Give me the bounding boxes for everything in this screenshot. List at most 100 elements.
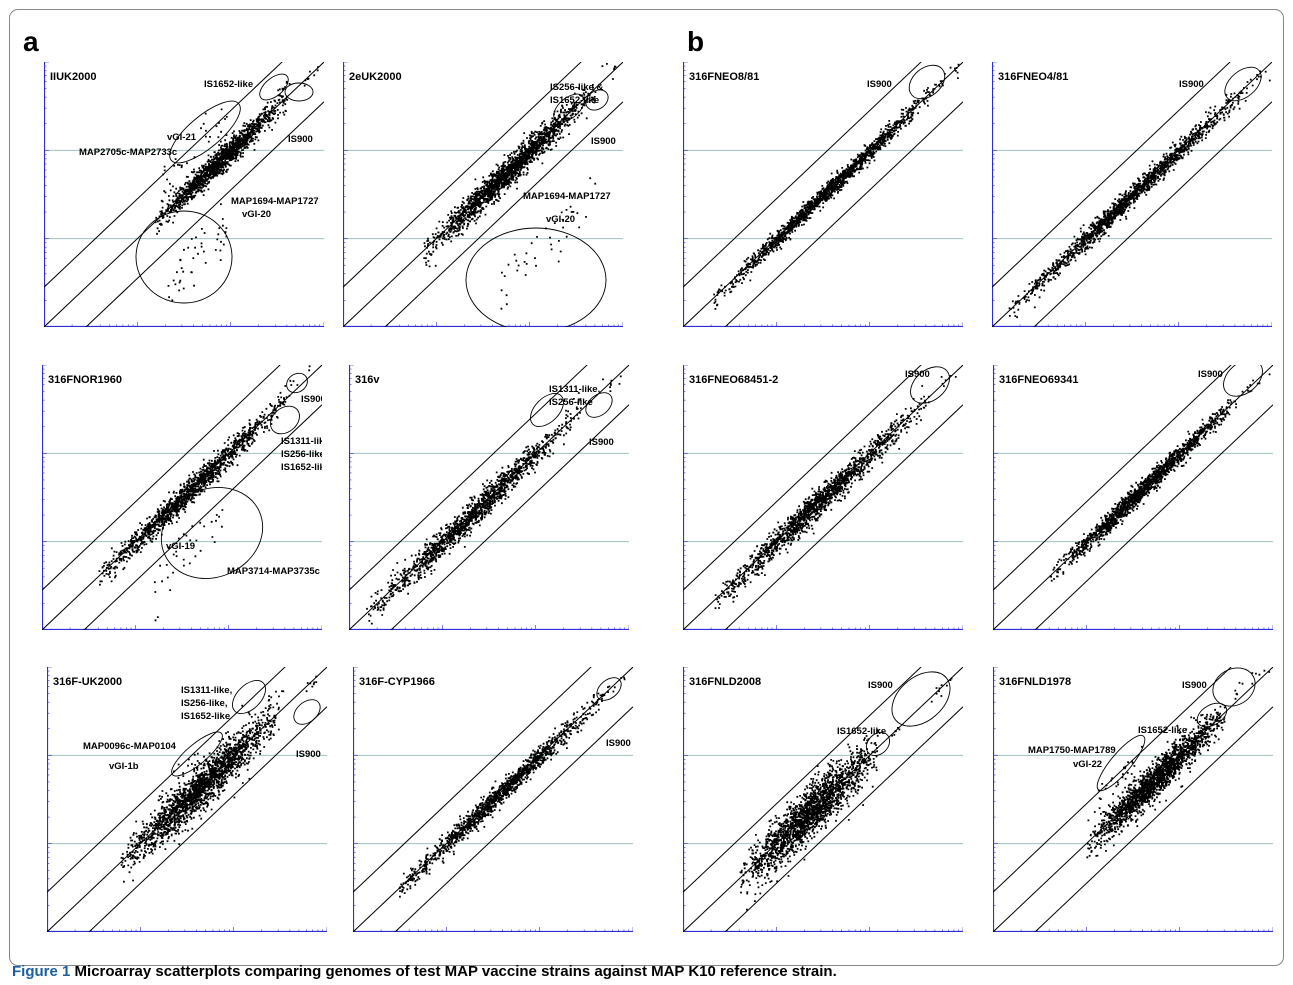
- scatterplot-0: 100100010001e41e4IIUK2000IS1652-likevGI-…: [44, 62, 324, 327]
- annotation-ellipse: [286, 372, 308, 394]
- diagonal-line: [724, 404, 963, 630]
- annotation-label: MAP1694-MAP1727: [523, 191, 611, 202]
- caption-label: Figure 1: [12, 963, 71, 980]
- diagonal-line: [993, 365, 1232, 591]
- annotation-label: IS900: [868, 680, 893, 691]
- data-points: [739, 677, 953, 911]
- cluster-vgi-20: [167, 203, 228, 302]
- data-points: [398, 676, 626, 898]
- cluster-is900: [305, 675, 318, 693]
- annotation-label: vGI-22: [1073, 759, 1102, 770]
- annotation-ellipse: [910, 366, 950, 404]
- annotation-ellipse: [585, 89, 609, 111]
- diagonal-line: [1034, 404, 1273, 630]
- cluster-is900: [612, 65, 617, 80]
- annotation-label: IS900: [905, 369, 930, 380]
- annotation-label: IS900: [288, 134, 313, 145]
- diagonal-line: [993, 667, 1232, 893]
- annotation-ellipse: [259, 73, 289, 101]
- cluster-main: [366, 400, 582, 625]
- cluster-main: [739, 729, 879, 911]
- diagonal-line: [42, 365, 281, 591]
- annotation-ellipse: [585, 392, 613, 418]
- diagonal-line: [349, 365, 588, 591]
- cluster-is1311-like: [280, 379, 299, 399]
- plot-title: 316FNEO4/81: [998, 71, 1068, 83]
- annotation-ellipse: [284, 82, 314, 102]
- diagonal-line: [683, 62, 922, 288]
- diagonal-line: [88, 706, 327, 932]
- panel-label-b: b: [687, 26, 705, 57]
- data-points: [423, 63, 617, 310]
- data-points: [120, 675, 318, 883]
- annotation-label: IS1652-like: [550, 95, 599, 106]
- annotation-ellipse: [169, 100, 241, 164]
- annotation-label: IS1652-like: [281, 462, 322, 473]
- diagonal-line: [83, 404, 322, 630]
- scatterplot-4: 100100010001e41e4316FNOR1960IS900IS1311-…: [42, 365, 322, 630]
- annotation-ellipse: [465, 227, 607, 327]
- annotation-label: IS900: [867, 79, 892, 90]
- data-points: [714, 375, 957, 610]
- plot-title: 316FNEO68451-2: [689, 374, 778, 386]
- diagonal-line: [394, 706, 633, 932]
- annotation-label: vGI-20: [242, 209, 271, 220]
- diagonal-line: [724, 706, 963, 932]
- scatterplot-1: 100100010001e41e42eUK2000IS256-like &IS1…: [343, 62, 623, 327]
- scatterplot-10: 100100010001e41e4316FNLD2008IS900IS1652-…: [683, 667, 963, 932]
- annotation-label: IS1311-like,: [181, 685, 232, 696]
- scatterplot-svg: 100100010001e41e4316vIS1311-like,IS256-l…: [349, 365, 629, 630]
- diagonal-line: [384, 101, 623, 327]
- diagonal-line: [1034, 706, 1273, 932]
- cluster-vgi-1b: [157, 752, 205, 809]
- annotation-ellipse: [530, 393, 564, 427]
- annotation-label: IS1652-like: [837, 726, 886, 737]
- diagonal-line: [47, 667, 286, 893]
- cluster-is1652-like: [1234, 681, 1244, 700]
- annotation-ellipse: [1224, 66, 1262, 102]
- scatterplot-svg: 100100010001e41e4316F-UK2000IS1311-like,…: [47, 667, 327, 932]
- annotation-label: IS900: [1179, 79, 1204, 90]
- annotation-label: MAP0096c-MAP0104: [83, 741, 177, 752]
- plot-title: 316FNEO69341: [999, 374, 1079, 386]
- cluster-is900: [602, 375, 622, 392]
- cluster-is900: [1251, 669, 1271, 685]
- cluster-is900: [308, 365, 311, 372]
- plot-title: 316FNEO8/81: [689, 71, 759, 83]
- annotation-ellipse: [891, 671, 951, 727]
- cluster-is900: [927, 375, 957, 404]
- diagonal-line: [44, 62, 283, 288]
- annotation-ellipse: [1212, 667, 1256, 707]
- annotation-label: IS900: [296, 749, 321, 760]
- annotation-label: MAP2705c-MAP2733c: [79, 147, 177, 158]
- annotation-label: IS256-like &: [550, 82, 603, 93]
- plot-title: 316FNOR1960: [48, 374, 122, 386]
- diagonal-line: [683, 667, 922, 893]
- figure-caption: Figure 1 Microarray scatterplots compari…: [12, 963, 837, 980]
- scatterplot-8: 100100010001e41e4316F-UK2000IS1311-like,…: [47, 667, 327, 932]
- annotation-label: vGI-20: [546, 214, 575, 225]
- cluster-is900: [930, 677, 953, 703]
- annotation-ellipse: [596, 677, 622, 701]
- annotation-ellipse: [1196, 702, 1228, 728]
- cluster-is900: [943, 63, 960, 79]
- scatterplot-svg: 100100010001e41e4IIUK2000IS1652-likevGI-…: [44, 62, 324, 327]
- data-points: [1008, 70, 1271, 319]
- plot-title: 316v: [355, 374, 380, 386]
- annotation-ellipse: [232, 680, 266, 714]
- annotation-ellipse: [865, 731, 891, 757]
- cluster-is256-like: [601, 63, 608, 68]
- annotation-label: IS1652-like: [181, 711, 230, 722]
- scatterplot-svg: 100100010001e41e42eUK2000IS256-like &IS1…: [343, 62, 623, 327]
- diagonal-line: [992, 62, 1231, 288]
- cluster-is1652-like: [891, 727, 901, 737]
- annotation-label: IS256-like: [549, 397, 593, 408]
- annotation-label: IS256-like,: [281, 449, 322, 460]
- cluster-main: [398, 692, 606, 898]
- annotation-label: IS900: [591, 136, 616, 147]
